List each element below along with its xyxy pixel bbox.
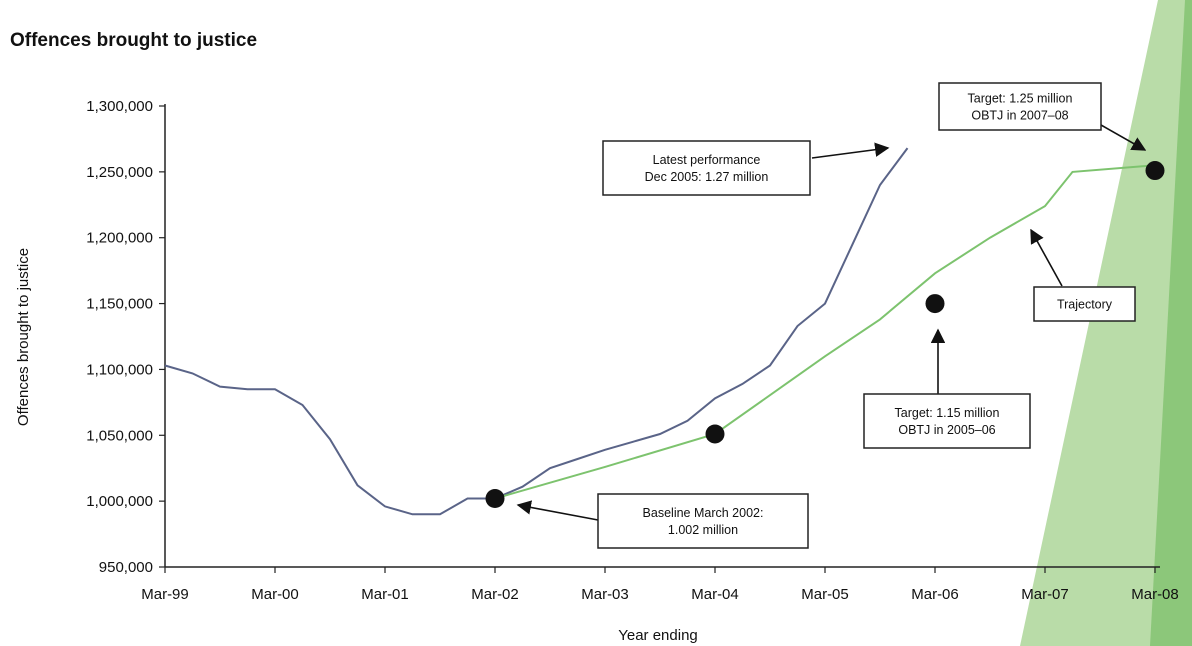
annotation-text: Target: 1.25 million <box>968 92 1073 106</box>
y-tick-label: 950,000 <box>99 559 153 576</box>
annotation-text: Target: 1.15 million <box>895 406 1000 420</box>
annotation-arrow <box>1030 228 1063 287</box>
annotation-text: Latest performance <box>653 153 761 167</box>
y-tick-label: 1,100,000 <box>86 361 153 378</box>
x-axis-label: Year ending <box>618 627 698 644</box>
annotation-latest: Latest performance Dec 2005: 1.27 million <box>602 140 890 196</box>
y-tick-label: 1,050,000 <box>86 427 153 444</box>
annotation-text: Baseline March 2002: <box>643 506 764 520</box>
y-axis-label: Offences brought to justice <box>15 248 32 426</box>
series-line-trajectory <box>494 164 1156 500</box>
annotation-box <box>597 493 809 549</box>
x-tick-label: Mar-08 <box>1131 586 1179 603</box>
y-tick-label: 1,150,000 <box>86 296 153 313</box>
target-markers <box>485 161 1165 509</box>
y-tick-label: 1,200,000 <box>86 230 153 247</box>
annotations: Latest performance Dec 2005: 1.27 million… <box>516 82 1147 549</box>
chart-title: Offences brought to justice <box>10 30 258 51</box>
x-tick-label: Mar-03 <box>581 586 629 603</box>
x-tick-label: Mar-06 <box>911 586 959 603</box>
annotation-target0708: Target: 1.25 million OBTJ in 2007–08 <box>938 82 1147 151</box>
series-lines <box>164 147 1156 516</box>
annotation-box <box>938 82 1102 131</box>
band-dark <box>1150 0 1192 646</box>
y-tick-label: 1,000,000 <box>86 493 153 510</box>
annotation-baseline: Baseline March 2002: 1.002 million <box>516 493 809 549</box>
y-tick-label: 1,250,000 <box>86 164 153 181</box>
target-marker <box>705 424 725 444</box>
annotation-box <box>602 140 811 196</box>
target-marker <box>485 489 505 509</box>
annotation-box <box>1033 286 1136 322</box>
annotation-trajectory: Trajectory <box>1030 228 1136 322</box>
annotation-arrow <box>1100 124 1147 151</box>
annotation-text: OBTJ in 2007–08 <box>971 109 1068 123</box>
x-tick-label: Mar-00 <box>251 586 299 603</box>
annotation-text: Trajectory <box>1057 298 1113 312</box>
x-tick-label: Mar-01 <box>361 586 409 603</box>
annotation-text: 1.002 million <box>668 523 738 537</box>
annotation-text: Dec 2005: 1.27 million <box>645 170 769 184</box>
target-period-bands <box>1020 0 1192 646</box>
annotation-text: OBTJ in 2005–06 <box>898 423 995 437</box>
target-marker <box>925 294 945 314</box>
x-tick-label: Mar-07 <box>1021 586 1069 603</box>
y-tick-label: 1,300,000 <box>86 98 153 115</box>
annotation-target0506: Target: 1.15 million OBTJ in 2005–06 <box>863 328 1031 449</box>
annotation-arrow <box>811 142 890 159</box>
target-marker <box>1145 161 1165 181</box>
x-tick-label: Mar-05 <box>801 586 849 603</box>
x-tick-label: Mar-02 <box>471 586 519 603</box>
annotation-arrow <box>516 500 599 521</box>
series-line-actual <box>164 147 909 516</box>
band-light <box>1020 0 1192 646</box>
axes <box>159 104 1160 573</box>
tick-labels: 950,000 1,000,000 1,050,000 1,100,000 1,150,… <box>86 98 1178 603</box>
annotation-box <box>863 393 1031 449</box>
x-tick-label: Mar-99 <box>141 586 189 603</box>
x-tick-label: Mar-04 <box>691 586 739 603</box>
